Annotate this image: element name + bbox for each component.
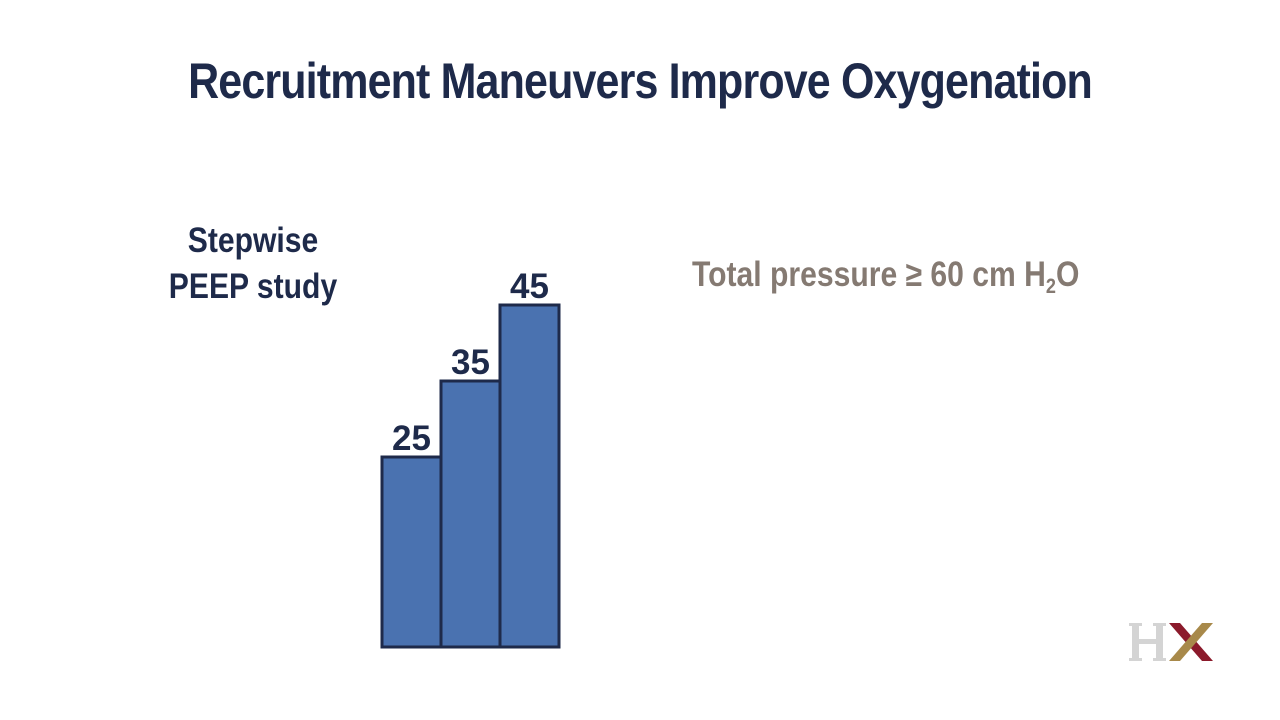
pressure-note-prefix: Total pressure ≥ 60 cm H [692,255,1046,294]
total-pressure-note: Total pressure ≥ 60 cm H2O [692,255,1079,299]
slide-title: Recruitment Maneuvers Improve Oxygenatio… [188,53,1093,109]
bar-3 [498,303,561,649]
bar-value-label-3: 45 [510,267,549,306]
hx-logo [1129,623,1213,661]
logo-x-mark [1169,623,1213,661]
bar-2 [439,379,502,649]
study-label-line-1: Stepwise [187,221,319,260]
study-label: Stepwise PEEP study [156,218,350,310]
pressure-note-subscript: 2 [1045,275,1056,298]
pressure-note-suffix: O [1055,255,1080,294]
study-label-line-2: PEEP study [168,267,338,306]
bar-value-label-2: 35 [451,343,490,382]
peep-step-chart: 25 35 45 [380,267,561,649]
logo-h-letter [1129,623,1166,661]
bar-1 [380,455,443,649]
bar-value-label-1: 25 [392,419,431,458]
